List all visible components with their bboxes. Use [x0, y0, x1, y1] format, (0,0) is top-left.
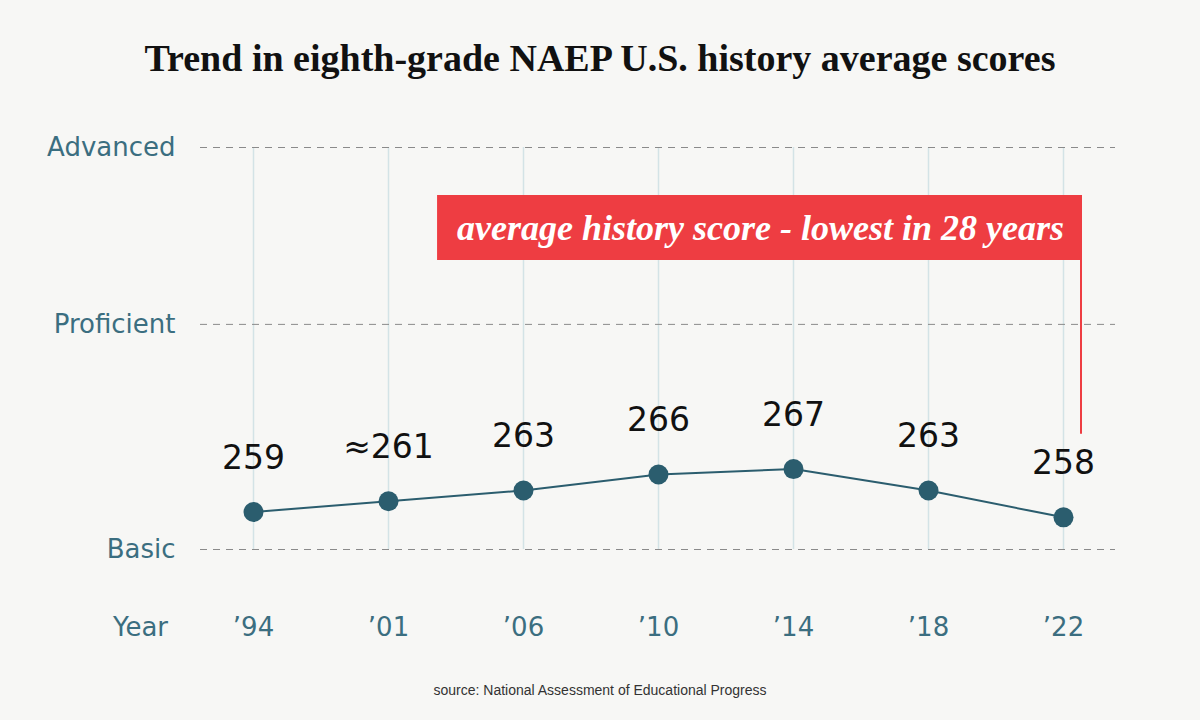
svg-text:263: 263 [492, 416, 555, 455]
svg-text:266: 266 [627, 400, 690, 439]
svg-text:’14: ’14 [773, 612, 814, 642]
svg-text:’94: ’94 [233, 612, 274, 642]
svg-text:258: 258 [1032, 443, 1095, 482]
svg-text:259: 259 [222, 438, 285, 477]
svg-text:Advanced: Advanced [47, 132, 175, 162]
svg-text:≈261: ≈261 [343, 427, 434, 466]
svg-text:Year: Year [112, 612, 168, 642]
svg-text:’06: ’06 [503, 612, 544, 642]
svg-text:’18: ’18 [908, 612, 949, 642]
html-text:Trend in eighth-grade NAEP U.S: Trend in eighth-grade NAEP U.S. history … [144, 37, 1056, 79]
svg-text:’22: ’22 [1043, 612, 1084, 642]
svg-text:Basic: Basic [107, 534, 176, 564]
svg-text:Proficient: Proficient [54, 309, 176, 339]
svg-text:263: 263 [897, 416, 960, 455]
svg-text:average history score - lowest: average history score - lowest in 28 yea… [457, 208, 1064, 248]
svg-text:’01: ’01 [368, 612, 409, 642]
html-text:source: National Assessment of: source: National Assessment of Education… [433, 682, 767, 698]
svg-text:’10: ’10 [638, 612, 679, 642]
svg-text:267: 267 [762, 395, 825, 434]
